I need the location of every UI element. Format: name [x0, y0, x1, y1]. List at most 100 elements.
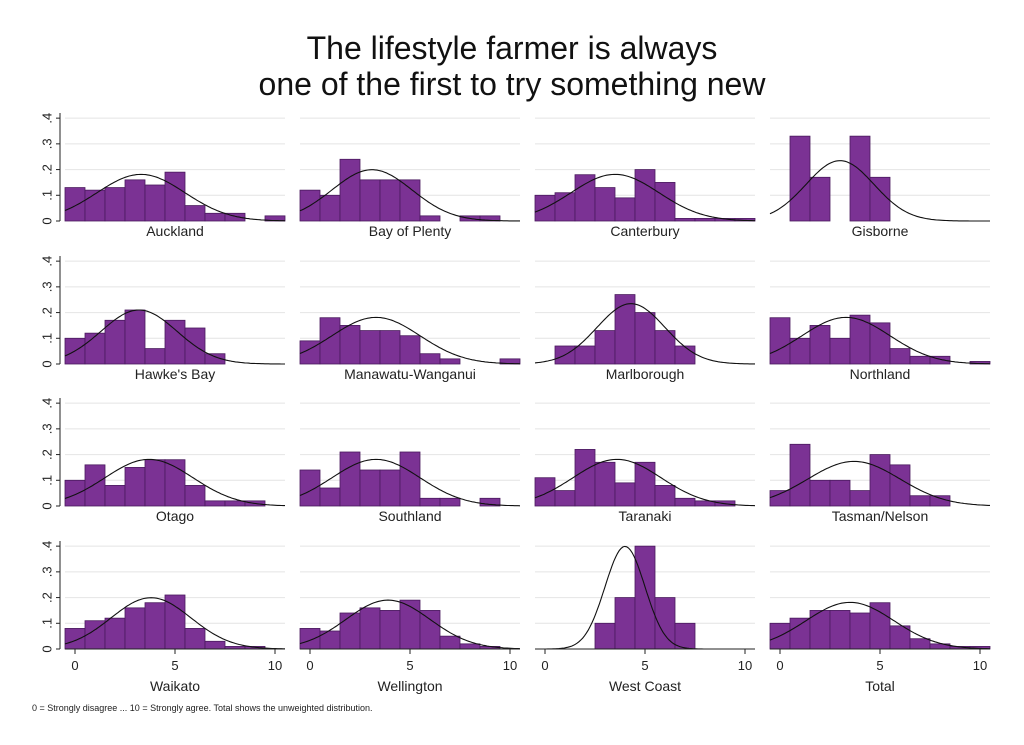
- histogram-bar: [224, 212, 246, 222]
- normal-curve: [64, 173, 286, 222]
- histogram-bar: [299, 469, 321, 507]
- histogram-bar: [339, 612, 361, 650]
- histogram-bar: [84, 332, 106, 365]
- panel-label: Manawatu-Wanganui: [344, 366, 476, 382]
- histogram-bar: [459, 643, 481, 650]
- histogram-bar: [929, 495, 951, 507]
- y-tick-label: .3: [39, 566, 54, 577]
- histogram-bar: [614, 482, 636, 507]
- histogram-bar: [164, 459, 186, 507]
- histogram-bar: [144, 459, 166, 507]
- y-tick-label: .2: [39, 592, 54, 603]
- histogram-bar: [104, 187, 126, 222]
- panel-label: Taranaki: [619, 508, 672, 524]
- histogram-bar: [379, 469, 401, 507]
- histogram-bar: [439, 635, 461, 650]
- histogram-bar: [84, 464, 106, 507]
- panel-marlborough: Marlborough: [534, 260, 755, 382]
- histogram-bar: [379, 330, 401, 365]
- histogram-bar: [574, 449, 596, 507]
- y-tick-label: .1: [39, 190, 54, 201]
- y-tick-label: 0: [39, 645, 54, 652]
- histogram-bar: [104, 485, 126, 507]
- histogram-bar: [379, 179, 401, 222]
- panel-hawke-s-bay: Hawke's Bay: [64, 260, 285, 382]
- histogram-bar: [634, 312, 656, 365]
- histogram-bar: [339, 158, 361, 222]
- chart-title-line-1: The lifestyle farmer is always: [306, 30, 718, 66]
- panel-label: West Coast: [609, 678, 681, 694]
- y-tick-label: .1: [39, 618, 54, 629]
- histogram-bar: [789, 443, 811, 507]
- histogram-bar: [674, 218, 696, 222]
- x-tick-label: 10: [268, 658, 282, 673]
- panel-label: Canterbury: [610, 223, 679, 239]
- histogram-bar: [319, 194, 341, 222]
- histogram-bar: [809, 325, 831, 365]
- histogram-bar: [889, 464, 911, 507]
- histogram-bar: [769, 317, 791, 365]
- histogram-bar: [594, 187, 616, 222]
- chart-title: The lifestyle farmer is always one of th…: [0, 30, 1024, 102]
- x-tick-label: 5: [641, 658, 648, 673]
- histogram-bar: [614, 197, 636, 222]
- histogram-bar: [869, 454, 891, 507]
- histogram-bar: [594, 330, 616, 365]
- histogram-bar: [534, 477, 556, 507]
- panel-label: Northland: [850, 366, 911, 382]
- y-tick-label: .3: [39, 138, 54, 149]
- panel-auckland: Auckland: [64, 117, 286, 239]
- panel-total: 0 5 10 Total: [769, 545, 991, 694]
- panel-southland: Southland: [299, 402, 521, 524]
- y-tick-label: .4: [39, 113, 54, 124]
- x-tick-label: 5: [876, 658, 883, 673]
- histogram-bar: [104, 319, 126, 365]
- panel-label: Waikato: [150, 678, 200, 694]
- histogram-bar: [829, 479, 851, 507]
- histogram-bar: [124, 309, 146, 365]
- panel-label: Wellington: [377, 678, 442, 694]
- histogram-bar: [674, 497, 696, 507]
- y-tick-label: 0: [39, 502, 54, 509]
- histogram-bar: [419, 497, 441, 507]
- histogram-bar: [849, 612, 871, 650]
- histogram-bar: [634, 545, 656, 650]
- panel-wellington: 0 5 10 Wellington: [299, 545, 521, 694]
- histogram-bar: [789, 135, 811, 222]
- y-tick-label: 0: [39, 360, 54, 367]
- x-tick-label: 5: [406, 658, 413, 673]
- histogram-bar: [204, 640, 226, 650]
- y-tick-label: .3: [39, 281, 54, 292]
- y-tick-label: .4: [39, 398, 54, 409]
- histogram-bar: [419, 215, 441, 222]
- histogram-bar: [869, 176, 891, 222]
- panel-bay-of-plenty: Bay of Plenty: [299, 117, 520, 239]
- histogram-bar: [909, 495, 931, 507]
- y-tick-label: .4: [39, 256, 54, 267]
- x-tick-label: 0: [306, 658, 313, 673]
- histogram-bar: [144, 348, 166, 365]
- histogram-bar: [419, 610, 441, 650]
- normal-curve: [299, 458, 521, 507]
- panel-label: Auckland: [146, 223, 204, 239]
- histogram-bar: [439, 358, 461, 365]
- histogram-bar: [84, 189, 106, 222]
- normal-curve: [769, 160, 990, 222]
- normal-curve: [299, 316, 521, 365]
- histogram-bar: [224, 500, 246, 507]
- histogram-bar: [829, 337, 851, 365]
- normal-curve: [769, 316, 991, 365]
- histogram-bar: [909, 638, 931, 650]
- y-tick-label: .2: [39, 164, 54, 175]
- panel-label: Total: [865, 678, 895, 694]
- panel-gisborne: Gisborne: [769, 117, 990, 239]
- histogram-bar: [574, 345, 596, 365]
- histogram-bar: [654, 182, 676, 222]
- histogram-bar: [204, 353, 226, 365]
- histogram-bar: [184, 205, 206, 222]
- normal-curve: [64, 458, 285, 507]
- x-tick-label: 0: [71, 658, 78, 673]
- panel-taranaki: Taranaki: [534, 402, 756, 524]
- histogram-bar: [359, 469, 381, 507]
